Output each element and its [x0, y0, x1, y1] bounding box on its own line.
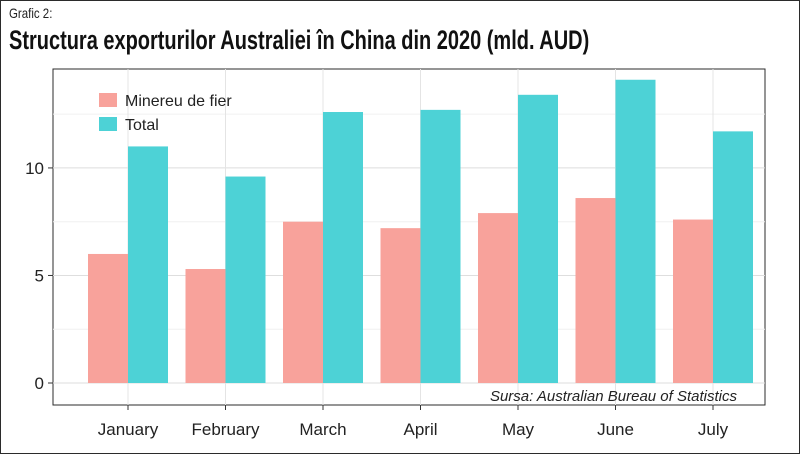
legend: Minereu de fier Total [99, 93, 232, 134]
legend-label-iron-ore: Minereu de fier [125, 93, 232, 110]
legend-swatch-total [99, 117, 117, 131]
bar-iron-ore-june [575, 198, 616, 383]
bar-iron-ore-july [673, 219, 713, 383]
bar-iron-ore-february [185, 269, 226, 383]
plot-border [52, 68, 766, 406]
legend-label-total: Total [125, 117, 159, 134]
x-tick-label: May [502, 420, 535, 439]
x-tick-label: February [191, 420, 260, 439]
bar-iron-ore-january [88, 253, 128, 383]
chart-title: Structura exporturilor Australiei în Chi… [9, 25, 590, 55]
bar-total-june [615, 79, 656, 384]
x-tick-label: July [698, 420, 729, 439]
bar-total-march [323, 112, 363, 383]
bar-iron-ore-may [478, 213, 518, 383]
axes: 0 5 10 January February March April May June July [25, 159, 729, 439]
bars [88, 79, 753, 384]
y-tick-label: 0 [35, 374, 44, 393]
bar-total-july [713, 131, 753, 383]
bar-total-may [518, 94, 558, 383]
source-note: Sursa: Australian Bureau of Statistics [490, 388, 738, 405]
y-tick-label: 10 [25, 159, 44, 178]
bar-iron-ore-march [283, 221, 323, 383]
x-tick-label: June [597, 420, 634, 439]
y-tick-label: 5 [35, 266, 44, 285]
bar-total-april [420, 109, 461, 384]
legend-swatch-iron-ore [99, 93, 117, 107]
x-tick-label: March [299, 420, 346, 439]
x-tick-label: January [98, 420, 159, 439]
bar-total-january [128, 146, 168, 383]
x-tick-label: April [403, 420, 437, 439]
bar-iron-ore-april [380, 228, 421, 383]
figure-label: Grafic 2: [9, 5, 53, 21]
bar-total-february [225, 176, 266, 383]
